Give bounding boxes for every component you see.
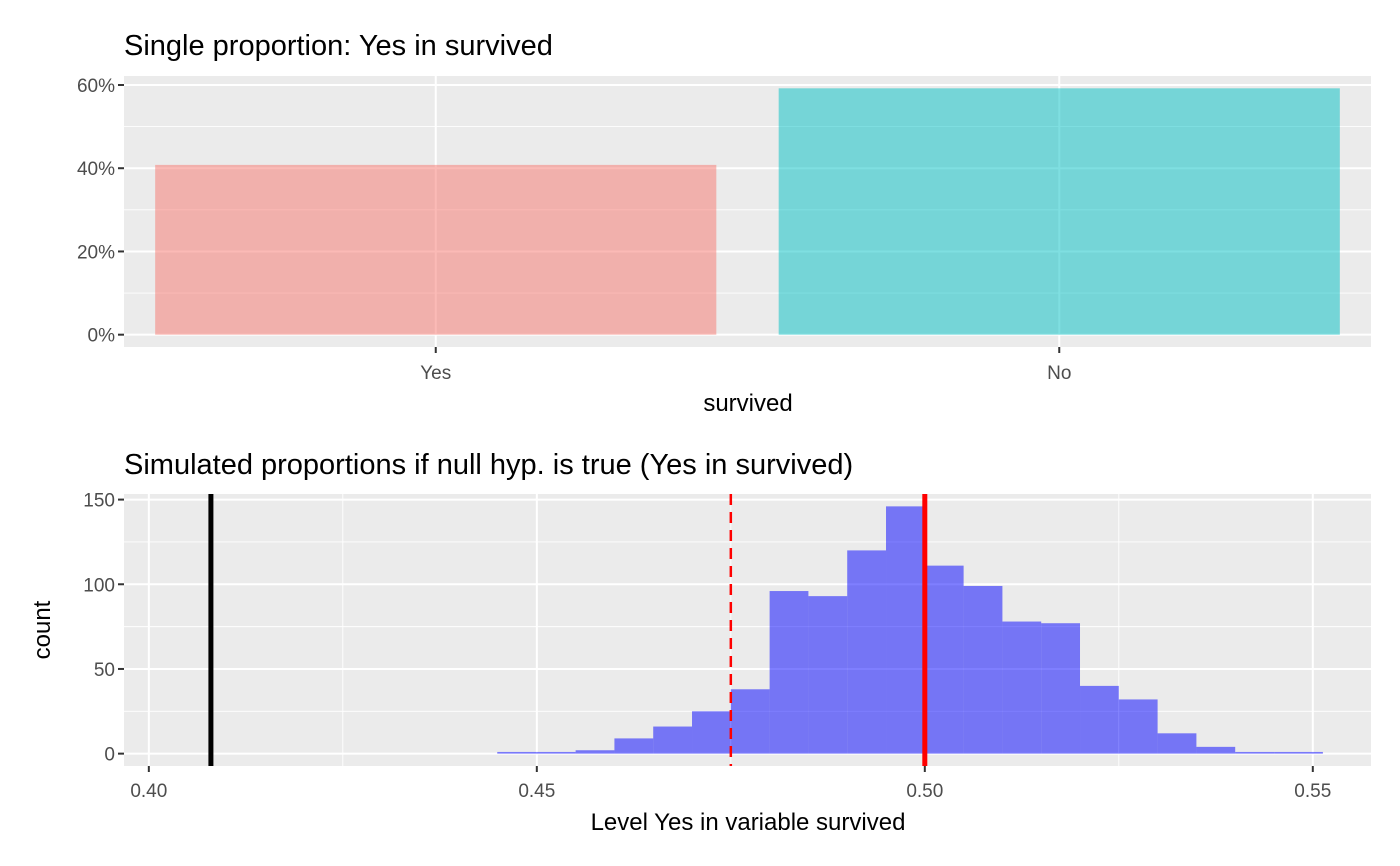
y-tick-label: 20% (77, 242, 115, 263)
histogram-bar (1235, 751, 1275, 754)
y-tick-label: 0 (104, 745, 115, 766)
x-axis-title: Level Yes in variable survived (591, 809, 906, 836)
chart-title: Single proportion: Yes in survived (124, 30, 553, 62)
histogram-bar (1080, 685, 1119, 754)
x-axis-title: survived (703, 390, 792, 417)
y-axis: 0% 20% 40% 60% (77, 76, 124, 347)
histogram-bar (769, 591, 809, 754)
simulation-histogram: Simulated proportions if null hyp. is tr… (29, 449, 1371, 836)
bar-no (778, 88, 1340, 335)
bars (155, 88, 1340, 335)
y-axis-title: count (29, 600, 56, 659)
histogram-bar (847, 550, 887, 754)
proportion-bar-chart: Single proportion: Yes in survived 0% 20%… (77, 30, 1371, 417)
y-tick-label: 100 (83, 575, 115, 596)
x-tick-label: Yes (420, 363, 451, 384)
y-tick-label: 50 (94, 660, 115, 681)
x-axis: 0.40 0.45 0.50 0.55 (130, 766, 1331, 802)
histogram-bar (536, 751, 576, 754)
histogram-bar (924, 565, 964, 754)
histogram-bar (1196, 746, 1236, 754)
histogram-bar (808, 596, 848, 754)
histogram-bar (692, 711, 731, 754)
x-tick-label: 0.50 (906, 781, 943, 802)
x-tick-label: 0.55 (1294, 781, 1331, 802)
histogram-bar (1041, 623, 1081, 754)
histogram-bar (575, 750, 615, 754)
y-tick-label: 60% (77, 76, 115, 97)
x-tick-label: No (1047, 363, 1071, 384)
histogram-bar (1002, 621, 1042, 754)
histogram-bar (614, 738, 654, 754)
histogram-bar (1157, 733, 1197, 754)
bar-yes (155, 164, 717, 335)
y-tick-label: 150 (83, 491, 115, 512)
x-tick-label: 0.40 (130, 781, 167, 802)
x-axis: Yes No (420, 347, 1071, 384)
histogram-bars (497, 506, 1323, 754)
histogram-bar (886, 506, 925, 754)
chart-title: Simulated proportions if null hyp. is tr… (124, 449, 853, 481)
histogram-bar (1118, 699, 1158, 754)
histogram-bar (963, 585, 1003, 754)
y-tick-label: 40% (77, 159, 115, 180)
histogram-bar (1274, 751, 1323, 754)
x-tick-label: 0.45 (518, 781, 555, 802)
y-tick-label: 0% (88, 326, 116, 347)
y-axis: 0 50 100 150 (83, 491, 124, 766)
reference-lines (208, 494, 928, 766)
histogram-bar (653, 726, 693, 754)
histogram-bar (730, 689, 770, 754)
histogram-bar (497, 751, 537, 754)
